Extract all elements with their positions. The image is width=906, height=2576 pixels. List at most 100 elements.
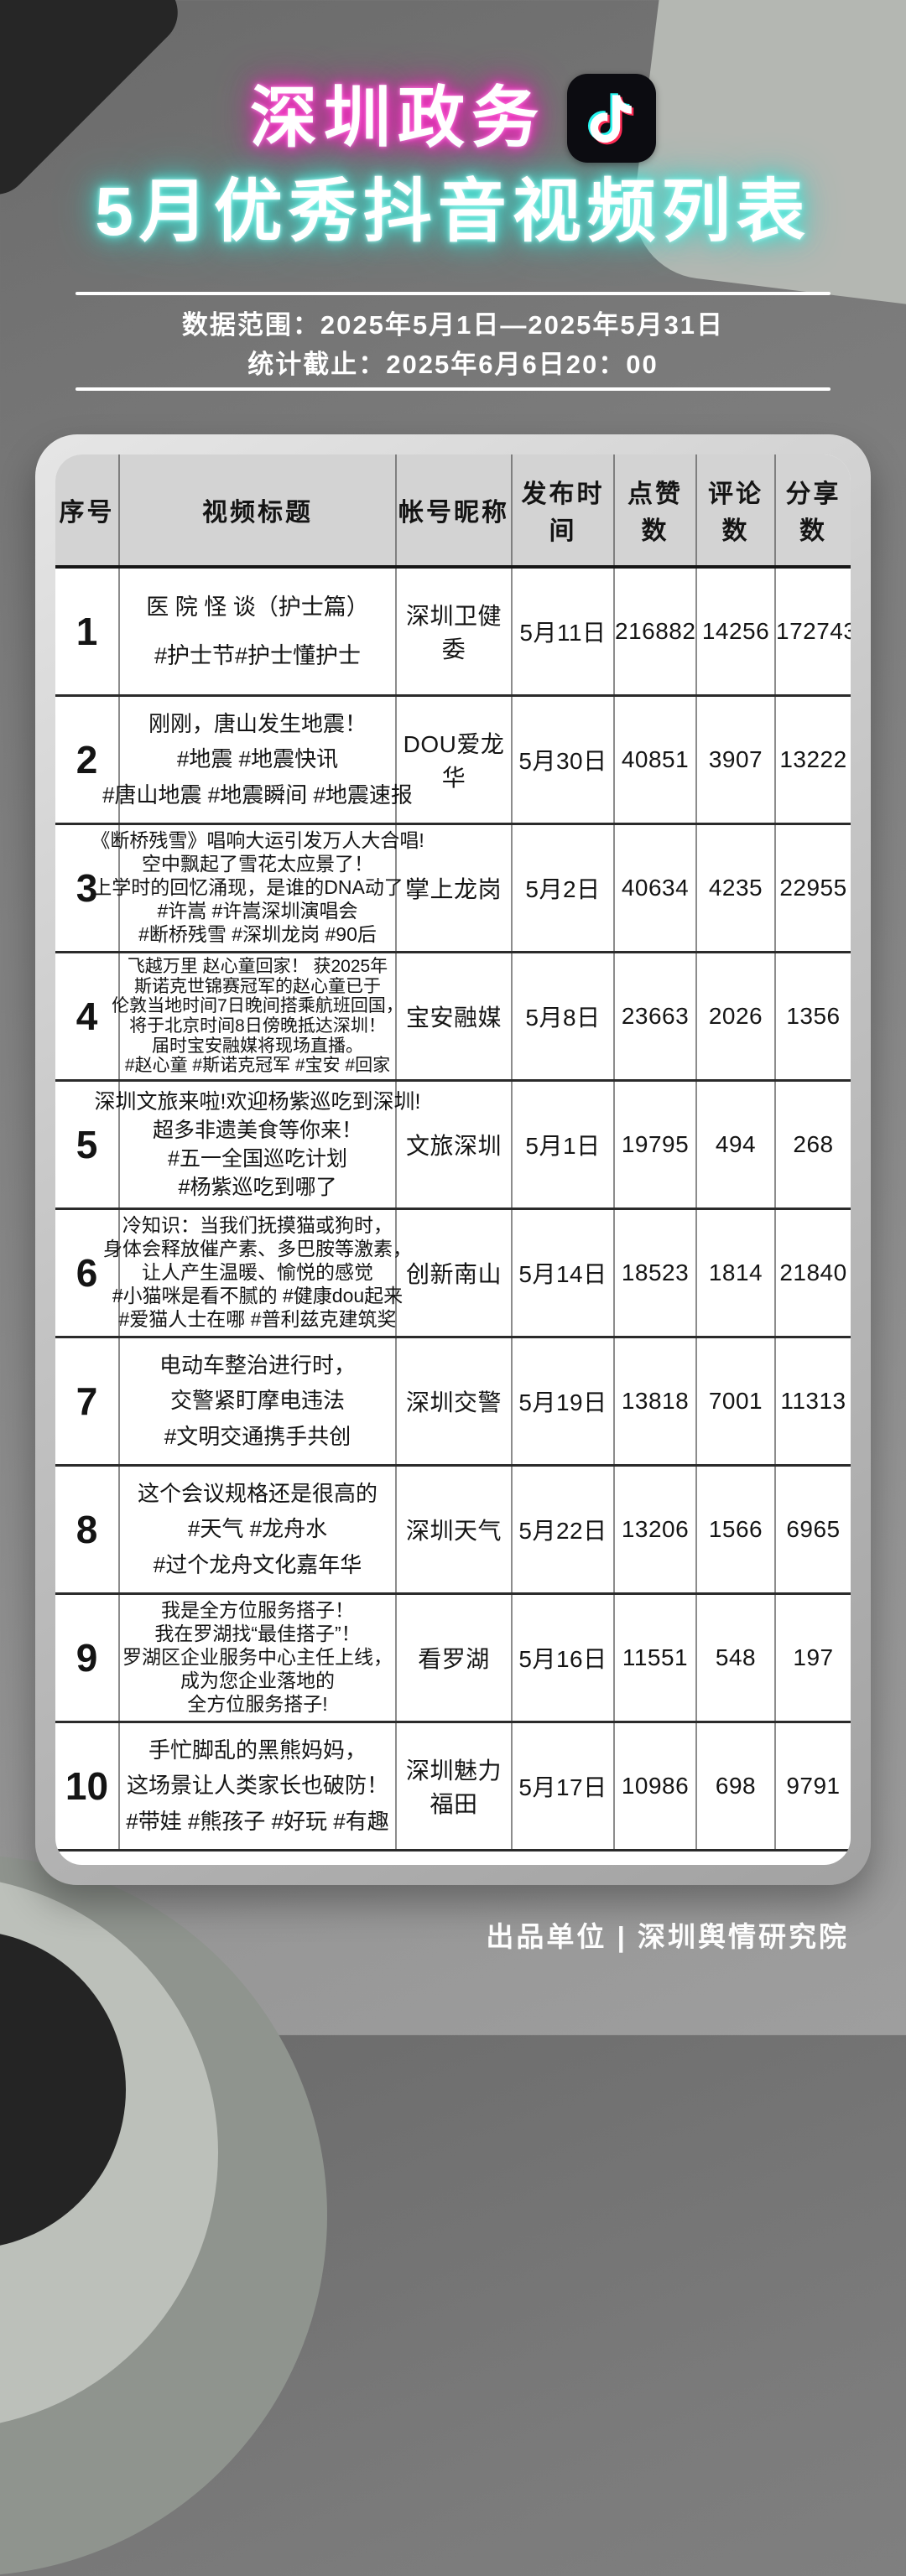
likes-count: 11551 <box>613 1593 696 1723</box>
video-title-line: #爱猫人士在哪 #普利兹克建筑奖 <box>118 1308 397 1331</box>
shares-count: 22955 <box>774 823 851 953</box>
account-name: 深圳魅力福田 <box>395 1722 512 1852</box>
likes-count: 13206 <box>613 1465 696 1595</box>
video-title-line: 上学时的回忆涌现，是谁的DNA动了！ <box>92 876 423 899</box>
video-title-line: 冷知识：当我们抚摸猫或狗时， <box>122 1214 393 1237</box>
comments-count: 548 <box>695 1593 775 1723</box>
shares-count: 268 <box>774 1080 851 1210</box>
video-title-line: 斯诺克世锦赛冠军的赵心童已于 <box>134 976 381 996</box>
account-name: DOU爱龙华 <box>395 695 512 825</box>
video-title-line: 手忙脚乱的黑熊妈妈， <box>148 1737 367 1763</box>
table-row: 9 我是全方位服务搭子！ 我在罗湖找“最佳搭子”！ 罗湖区企业服务中心主任上线， 成为您… <box>55 1593 851 1723</box>
meta-section: 数据范围：2025年5月1日—2025年5月31日 统计截止：2025年6月6日… <box>0 292 906 391</box>
video-title-cell: 电动车整治进行时， 交警紧盯摩电违法 #文明交通携手共创 <box>118 1337 396 1467</box>
shares-count: 11313 <box>774 1337 851 1467</box>
video-title-line: 《断桥残雪》唱响大运引发万人大合唱! <box>91 829 424 852</box>
row-number: 3 <box>55 823 119 953</box>
video-title-cell: 医 院 怪 谈（护士篇） #护士节#护士懂护士 <box>118 567 396 697</box>
video-title-line: #唐山地震 #地震瞬间 #地震速报 <box>102 782 413 808</box>
comments-count: 1814 <box>695 1208 775 1338</box>
video-title-cell: 飞越万里 赵心童回家！ 获2025年 斯诺克世锦赛冠军的赵心童已于 伦敦当地时间7日… <box>112 952 404 1082</box>
video-title-line: #五一全国巡吃计划 <box>168 1147 347 1171</box>
video-title: 深圳文旅来啦!欢迎杨紫巡吃到深圳! 超多非遗美食等你来！ #五一全国巡吃计划 #杨紫巡… <box>95 1082 421 1208</box>
account-name: 文旅深圳 <box>395 1080 512 1210</box>
title-row: 深圳政务 <box>0 74 906 163</box>
publish-date: 5月19日 <box>511 1337 614 1467</box>
account-name: 掌上龙岗 <box>395 823 512 953</box>
comments-count: 14256 <box>695 567 775 697</box>
account-name: 创新南山 <box>395 1208 512 1338</box>
row-number: 10 <box>55 1722 119 1852</box>
row-number: 1 <box>55 567 119 697</box>
video-title-line: 超多非遗美食等你来！ <box>152 1119 362 1142</box>
publish-date: 5月30日 <box>511 695 614 825</box>
table-header: 序号 视频标题 帐号昵称 发布时间 点赞数 评论数 分享数 <box>55 454 851 569</box>
row-number: 4 <box>55 952 119 1082</box>
col-header-index: 序号 <box>55 454 119 569</box>
likes-count: 23663 <box>613 952 696 1082</box>
page-title-line1: 深圳政务 <box>250 80 545 155</box>
comments-count: 4235 <box>695 823 775 953</box>
likes-count: 216882 <box>613 567 696 697</box>
shares-count: 21840 <box>774 1208 851 1338</box>
table-header-row: 序号 视频标题 帐号昵称 发布时间 点赞数 评论数 分享数 <box>55 454 851 569</box>
video-title-cell: 这个会议规格还是很高的 #天气 #龙舟水 #过个龙舟文化嘉年华 <box>118 1465 396 1595</box>
producer-credit: 出品单位 | 深圳舆情研究院 <box>486 1921 849 1952</box>
video-title-line: #带娃 #熊孩子 #好玩 #有趣 <box>126 1809 389 1835</box>
video-title: 飞越万里 赵心童回家！ 获2025年 斯诺克世锦赛冠军的赵心童已于 伦敦当地时间7日… <box>112 953 404 1079</box>
col-header-comments: 评论数 <box>695 454 775 569</box>
video-title: 手忙脚乱的黑熊妈妈， 这场景让人类家长也破防！ #带娃 #熊孩子 #好玩 #有趣 <box>120 1723 395 1849</box>
shares-count: 9791 <box>774 1722 851 1852</box>
shares-count: 172743 <box>774 567 851 697</box>
video-title-line: #杨紫巡吃到哪了 <box>178 1176 337 1199</box>
video-title-cell: 刚刚，唐山发生地震！ #地震 #地震快讯 #唐山地震 #地震瞬间 #地震速报 <box>102 695 413 825</box>
video-title-line: #小猫咪是看不腻的 #健康dou起来 <box>112 1285 404 1307</box>
video-title-cell: 冷知识：当我们抚摸猫或狗时， 身体会释放催产素、多巴胺等激素， 让人产生温暖、愉悦的… <box>103 1208 412 1338</box>
publish-date: 5月11日 <box>511 567 614 697</box>
video-title: 冷知识：当我们抚摸猫或狗时， 身体会释放催产素、多巴胺等激素， 让人产生温暖、愉悦的… <box>103 1210 412 1336</box>
video-title-line: #文明交通携手共创 <box>164 1424 351 1450</box>
comments-count: 698 <box>695 1722 775 1852</box>
account-name: 深圳卫健委 <box>395 567 512 697</box>
comments-count: 7001 <box>695 1337 775 1467</box>
video-title-line: 将于北京时间8日傍晚抵达深圳！ <box>129 1016 386 1036</box>
row-number: 9 <box>55 1593 119 1723</box>
video-title-line: 全方位服务搭子! <box>187 1693 328 1716</box>
video-title-line: 罗湖区企业服务中心主任上线， <box>122 1646 393 1669</box>
video-title-line: 我是全方位服务搭子！ <box>161 1599 354 1622</box>
comments-count: 2026 <box>695 952 775 1082</box>
publish-date: 5月1日 <box>511 1080 614 1210</box>
account-name: 看罗湖 <box>395 1593 512 1723</box>
table-row: 5 深圳文旅来啦!欢迎杨紫巡吃到深圳! 超多非遗美食等你来！ #五一全国巡吃计划 #杨紫… <box>55 1080 851 1210</box>
col-header-likes: 点赞数 <box>613 454 696 569</box>
video-title-line: #天气 #龙舟水 <box>187 1516 328 1542</box>
video-title-line: 电动车整治进行时， <box>159 1352 356 1378</box>
table-row: 8 这个会议规格还是很高的 #天气 #龙舟水 #过个龙舟文化嘉年华 深圳天气 5月22日 1… <box>55 1465 851 1595</box>
shares-count: 197 <box>774 1593 851 1723</box>
page-title-line2: 5月优秀抖音视频列表 <box>95 174 811 250</box>
publish-date: 5月14日 <box>511 1208 614 1338</box>
likes-count: 19795 <box>613 1080 696 1210</box>
video-title: 电动车整治进行时， 交警紧盯摩电违法 #文明交通携手共创 <box>120 1338 395 1464</box>
likes-count: 18523 <box>613 1208 696 1338</box>
row-number: 5 <box>55 1080 119 1210</box>
video-title-line: 交警紧盯摩电违法 <box>169 1388 345 1414</box>
likes-count: 40851 <box>613 695 696 825</box>
video-title-line: 医 院 怪 谈（护士篇） <box>146 595 369 621</box>
likes-count: 13818 <box>613 1337 696 1467</box>
col-header-title: 视频标题 <box>118 454 396 569</box>
video-title-line: 成为您企业落地的 <box>180 1670 335 1692</box>
col-header-account: 帐号昵称 <box>395 454 512 569</box>
table-row: 2 刚刚，唐山发生地震！ #地震 #地震快讯 #唐山地震 #地震瞬间 #地震速报 DOU… <box>55 695 851 825</box>
video-title-cell: 我是全方位服务搭子！ 我在罗湖找“最佳搭子”！ 罗湖区企业服务中心主任上线， 成为您企… <box>118 1593 396 1723</box>
header: 深圳政务 5月优秀抖音视频列表 <box>0 74 906 250</box>
video-title-line: #护士节#护士懂护士 <box>154 642 362 668</box>
account-name: 宝安融媒 <box>395 952 512 1082</box>
divider-line-top <box>76 292 830 295</box>
table-row: 4 飞越万里 赵心童回家！ 获2025年 斯诺克世锦赛冠军的赵心童已于 伦敦当地时间7… <box>55 952 851 1082</box>
